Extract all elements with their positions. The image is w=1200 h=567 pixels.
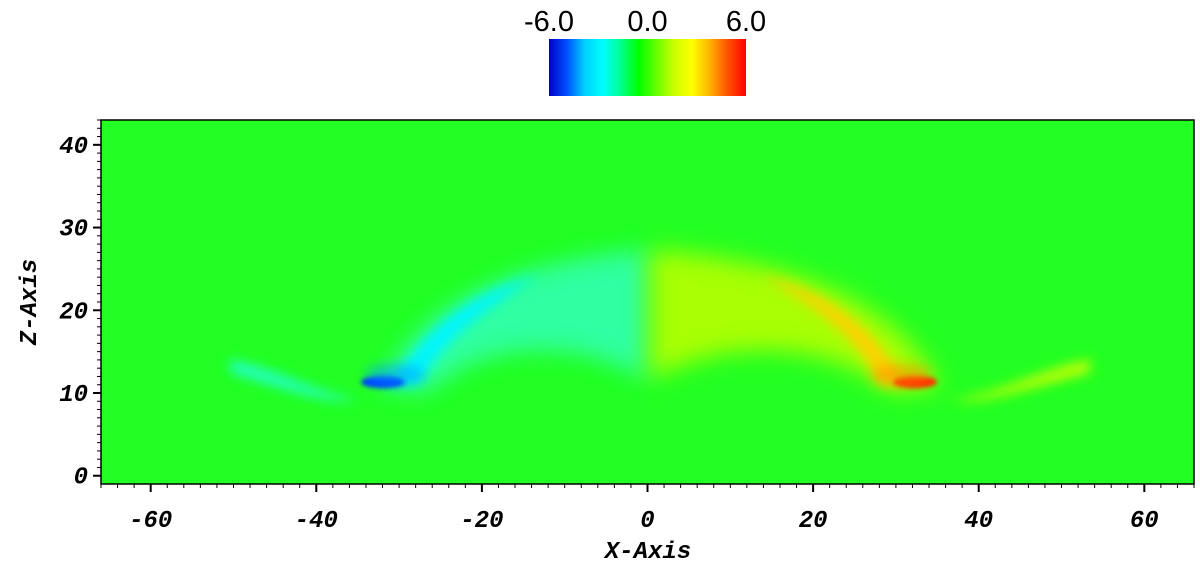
x-tick-label: 0 <box>640 508 654 535</box>
y-axis-title: Z-Axis <box>17 259 44 346</box>
colorbar: -6.0 0.0 6.0 <box>524 6 766 96</box>
max-spot-halo <box>872 365 932 385</box>
x-tick-label: -60 <box>129 508 172 535</box>
field-right-lobe <box>950 360 1090 401</box>
field-left-arc <box>380 250 648 392</box>
plot-area <box>101 120 1194 484</box>
x-axis: -60 -40 -20 0 20 40 60 <box>100 484 1195 535</box>
y-tick-label: 30 <box>59 217 88 244</box>
y-tick-label: 10 <box>59 382 88 409</box>
y-tick-label: 40 <box>59 134 88 161</box>
colorbar-label: 0.0 <box>627 6 667 38</box>
y-axis: 0 10 20 30 40 <box>59 119 101 492</box>
x-axis-title: X-Axis <box>603 539 691 566</box>
x-tick-label: 60 <box>1130 508 1159 535</box>
y-tick-label: 20 <box>59 299 88 326</box>
min-spot-halo <box>365 365 425 385</box>
field-right-ridge <box>760 275 905 384</box>
x-tick-label: 20 <box>799 508 828 535</box>
field-left-ridge <box>392 275 540 384</box>
y-tick-label: 0 <box>74 465 88 492</box>
x-tick-label: 40 <box>964 508 993 535</box>
colorbar-label: 6.0 <box>726 6 766 38</box>
x-tick-label: -20 <box>460 508 503 535</box>
colorbar-swatch <box>549 39 746 96</box>
x-tick-label: -40 <box>295 508 338 535</box>
field-left-lobe <box>230 360 360 401</box>
colorbar-label: -6.0 <box>524 6 574 38</box>
